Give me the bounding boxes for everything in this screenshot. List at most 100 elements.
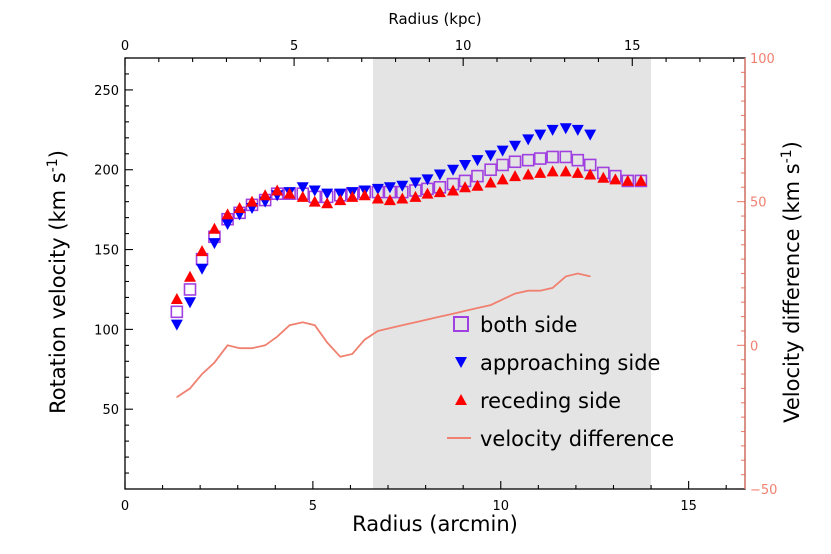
legend-item-both: both side [453,313,577,337]
approaching-side-point [221,219,234,231]
legend-label-approaching: approaching side [480,351,660,375]
y-tick-label: 50 [102,403,119,418]
legend-marker-approaching [455,357,467,368]
receding-side-point [609,173,622,185]
velocity-difference-point [452,313,454,315]
superscript: -1 [779,149,795,163]
approaching-side-point [509,140,522,152]
receding-side-point [509,170,522,182]
receding-side-point [208,222,221,234]
receding-side-point [534,166,547,178]
x-top-tick-label: 0 [121,39,129,54]
approaching-side-point [308,185,321,197]
approaching-side-point [296,182,309,194]
velocity-difference-point [213,361,216,364]
velocity-difference-point [476,307,479,309]
receding-side-point [484,176,497,188]
both-side-point [533,152,547,165]
velocity-difference-point [339,356,341,358]
velocity-difference-point [201,373,203,375]
y-right-tick-label: 0 [750,339,758,354]
x-tick-label: 0 [121,499,129,514]
receding-side-point [346,190,359,202]
receding-side-point [634,174,647,186]
velocity-difference-point [239,347,241,349]
approaching-side-point [496,145,509,157]
receding-side-point [321,197,334,209]
velocity-difference-point [565,275,567,277]
y-right-tick-label: 50 [750,196,767,211]
superscript: -1 [45,158,61,172]
x-top-tick-label: 15 [624,39,641,54]
velocity-difference-point [401,324,403,326]
velocity-difference-line [176,272,591,398]
velocity-difference-point [439,316,441,318]
approaching-side-point [383,182,396,194]
receding-side-point [433,186,446,198]
approaching-side-point [170,319,183,331]
approaching-side-point [546,124,559,136]
approaching-side-point [196,263,209,275]
receding-side-point [358,189,371,201]
label-rest: ) [780,141,804,149]
y-tick-label: 100 [94,323,119,338]
velocity-difference-point [351,353,353,355]
receding-side-point [246,195,259,207]
both-side-point [183,283,197,296]
velocity-difference-point [364,338,366,341]
receding-side-point [170,293,183,305]
legend: both side approaching side receding side ve… [447,313,674,451]
receding-side-point [296,190,309,202]
y-right-tick-label: 100 [750,52,775,67]
velocity-difference-point [552,287,554,289]
receding-side-point [383,194,396,206]
receding-side-point [621,174,634,186]
legend-item-receding: receding side [455,389,621,413]
legend-item-approaching: approaching side [455,351,660,375]
x-tick-label: 10 [492,499,509,514]
velocity-difference-point [288,324,291,326]
velocity-difference-point [389,327,391,329]
both-side-point [559,150,573,164]
approaching-side-point [433,169,446,181]
velocity-difference-point [326,341,328,344]
approaching-side-point [447,164,460,176]
velocity-difference-point [527,290,529,292]
velocity-difference-point [176,396,178,398]
velocity-difference-point [514,293,516,295]
receding-side-series [170,165,647,305]
y-tick-label: 150 [94,244,119,259]
receding-side-point [334,194,347,206]
approaching-side-point [409,177,422,189]
receding-side-point [459,181,472,193]
approaching-side-point [396,180,409,192]
receding-side-point [522,168,535,180]
approaching-side-point [471,155,484,167]
both-side-point [521,153,535,167]
both-side-point [170,305,184,319]
approaching-side-point [321,188,334,200]
approaching-side-point [421,174,434,186]
receding-side-point [584,168,597,180]
receding-side-point [471,179,484,191]
legend-marker-both [453,316,469,332]
shaded-region [373,58,652,489]
velocity-difference-point [490,304,492,306]
receding-side-point [308,195,321,207]
receding-side-point [421,187,434,199]
legend-label-both: both side [480,313,577,337]
approaching-side-point [371,183,384,195]
receding-side-point [283,187,296,199]
approaching-side-point [522,134,535,146]
receding-side-point [221,208,234,220]
x-top-tick-label: 10 [455,39,472,54]
velocity-difference-point [314,324,316,326]
x-top-axis-label: Radius (kpc) [388,10,481,28]
y-axis-label: Rotation velocity (km s-1) [45,150,70,414]
receding-side-point [396,192,409,204]
receding-side-point [271,184,284,196]
x-axis-label: Radius (arcmin) [352,512,518,536]
legend-label-receding: receding side [480,389,621,413]
velocity-difference-point [276,336,278,338]
